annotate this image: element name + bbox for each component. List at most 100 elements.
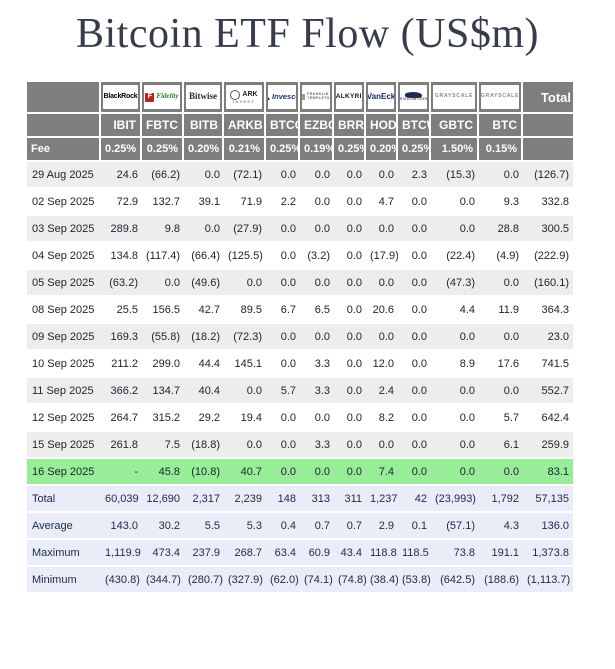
ark-invest-logo: ARK INVEST xyxy=(226,85,262,109)
flow-cell: (18.8) xyxy=(184,432,224,459)
table-row: 03 Sep 2025 289.8 9.8 0.0 (27.9) 0.0 0.0 0.0 0.0… xyxy=(27,216,573,243)
flow-cell: 0.0 xyxy=(266,351,300,378)
summary-row: Minimum (430.8) (344.7) (280.7) (327.9) (62.0… xyxy=(27,567,573,594)
flow-cell: 0.0 xyxy=(479,378,523,405)
ticker-header-spacer xyxy=(27,114,101,138)
flow-cell: 0.0 xyxy=(266,432,300,459)
flow-cell: 300.5 xyxy=(523,216,573,243)
flow-cell: (72.3) xyxy=(224,324,266,351)
ticker-total-spacer xyxy=(523,114,573,138)
flow-cell: 60,039 xyxy=(101,486,142,513)
flow-cell: 4.7 xyxy=(366,189,398,216)
flow-cell: 1,119.9 xyxy=(101,540,142,567)
flow-cell: 237.9 xyxy=(184,540,224,567)
flow-cell: 0.0 xyxy=(334,162,366,189)
flow-cell: 156.5 xyxy=(142,297,184,324)
flow-cell: 0.0 xyxy=(398,351,431,378)
flow-cell: 0.0 xyxy=(431,459,479,486)
ark-invest-text: INVEST xyxy=(233,98,255,104)
franklin-square-icon xyxy=(302,94,306,100)
flow-cell: 0.0 xyxy=(366,432,398,459)
flow-cell: 289.8 xyxy=(101,216,142,243)
date-cell: 10 Sep 2025 xyxy=(27,351,101,378)
flow-cell: 0.7 xyxy=(300,513,334,540)
blackrock-logo-text: BlackRock xyxy=(103,93,138,101)
flow-cell: 0.0 xyxy=(334,189,366,216)
issuer-logo-cell: GRAYSCALE xyxy=(431,82,479,114)
flow-cell: (3.2) xyxy=(300,243,334,270)
issuer-logo-cell: GRAYSCALE xyxy=(479,82,523,114)
ticker-BTCW: BTCW xyxy=(398,114,431,138)
franklin-line1: FRANKLIN xyxy=(307,92,329,97)
flow-cell: 72.9 xyxy=(101,189,142,216)
flow-cell: 118.5 xyxy=(398,540,431,567)
flow-cell: 6.5 xyxy=(300,297,334,324)
flow-cell: 42 xyxy=(398,486,431,513)
flow-cell: 29.2 xyxy=(184,405,224,432)
flow-cell: 0.0 xyxy=(398,297,431,324)
flow-cell: 83.1 xyxy=(523,459,573,486)
issuer-logo-cell: F Fidelity xyxy=(142,82,184,114)
summary-label: Total xyxy=(27,486,101,513)
flow-cell: 741.5 xyxy=(523,351,573,378)
flow-cell: (74.8) xyxy=(334,567,366,594)
flow-cell: 366.2 xyxy=(101,378,142,405)
date-cell: 03 Sep 2025 xyxy=(27,216,101,243)
flow-cell: 5.5 xyxy=(184,513,224,540)
flow-cell: 6.1 xyxy=(479,432,523,459)
ticker-EZBC: EZBC xyxy=(300,114,334,138)
fee-FBTC: 0.25% xyxy=(142,138,184,162)
flow-cell: (15.3) xyxy=(431,162,479,189)
flow-cell: 44.4 xyxy=(184,351,224,378)
franklin-line2: TEMPLETON xyxy=(307,96,330,100)
flow-cell: (1,113.7) xyxy=(523,567,573,594)
flow-cell: 364.3 xyxy=(523,297,573,324)
flow-cell: 3.3 xyxy=(300,378,334,405)
ark-logo-row: ARK xyxy=(230,89,258,100)
flow-cell: 268.7 xyxy=(224,540,266,567)
flow-cell: 71.9 xyxy=(224,189,266,216)
flow-cell: 145.1 xyxy=(224,351,266,378)
flow-cell: 0.0 xyxy=(300,270,334,297)
date-cell: 02 Sep 2025 xyxy=(27,189,101,216)
ark-logo-text: ARK xyxy=(242,91,258,99)
blackrock-logo: BlackRock xyxy=(103,85,138,109)
flow-cell: 0.0 xyxy=(266,162,300,189)
issuer-logo-cell: VanEck xyxy=(366,82,398,114)
flow-cell: 0.0 xyxy=(334,324,366,351)
date-cell: 12 Sep 2025 xyxy=(27,405,101,432)
flow-cell: 1,373.8 xyxy=(523,540,573,567)
flow-cell: 5.7 xyxy=(479,405,523,432)
flow-cell: 0.4 xyxy=(266,513,300,540)
flow-cell: 0.0 xyxy=(431,432,479,459)
flow-cell: 2.9 xyxy=(366,513,398,540)
flow-cell: 30.2 xyxy=(142,513,184,540)
ticker-ARKB: ARKB xyxy=(224,114,266,138)
fee-BITB: 0.20% xyxy=(184,138,224,162)
flow-cell: 23.0 xyxy=(523,324,573,351)
flow-cell: 0.0 xyxy=(266,270,300,297)
flow-cell: (188.6) xyxy=(479,567,523,594)
flow-cell: 0.0 xyxy=(224,378,266,405)
flow-cell: 4.3 xyxy=(479,513,523,540)
flow-cell: 19.4 xyxy=(224,405,266,432)
flow-cell: 57,135 xyxy=(523,486,573,513)
flow-cell: 0.0 xyxy=(479,270,523,297)
flow-cell: 0.0 xyxy=(300,405,334,432)
issuer-logo-cell: VALKYRIE xyxy=(334,82,366,114)
ticker-BRRR: BRRR xyxy=(334,114,366,138)
fee-IBIT: 0.25% xyxy=(101,138,142,162)
issuer-logo-cell: WISDOMTREE xyxy=(398,82,431,114)
flow-cell: 28.8 xyxy=(479,216,523,243)
logo-header-row: BlackRock F Fidelity Bitwise ARK INVEST Invesc… xyxy=(27,82,573,114)
date-cell: 05 Sep 2025 xyxy=(27,270,101,297)
flow-cell: (38.4) xyxy=(366,567,398,594)
flow-cell: 0.0 xyxy=(300,162,334,189)
table-row: 05 Sep 2025 (63.2) 0.0 (49.6) 0.0 0.0 0.0 0.0 0.… xyxy=(27,270,573,297)
flow-cell: (55.8) xyxy=(142,324,184,351)
flow-cell: (642.5) xyxy=(431,567,479,594)
flow-cell: (126.7) xyxy=(523,162,573,189)
franklin-logo-row: FRANKLINTEMPLETON xyxy=(302,92,330,101)
flow-cell: 0.0 xyxy=(398,378,431,405)
flow-cell: (4.9) xyxy=(479,243,523,270)
